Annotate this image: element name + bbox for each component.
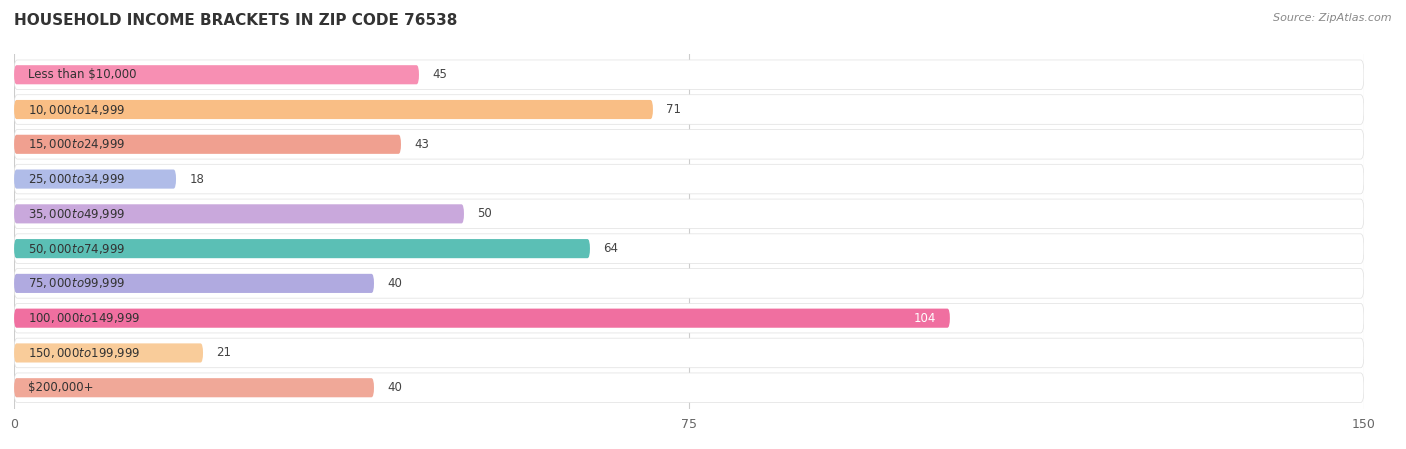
Text: 50: 50 xyxy=(478,207,492,220)
Text: Source: ZipAtlas.com: Source: ZipAtlas.com xyxy=(1274,13,1392,23)
FancyBboxPatch shape xyxy=(14,170,176,189)
FancyBboxPatch shape xyxy=(14,95,1364,124)
FancyBboxPatch shape xyxy=(14,65,419,84)
FancyBboxPatch shape xyxy=(14,239,591,258)
Text: 45: 45 xyxy=(433,68,447,81)
Text: $25,000 to $34,999: $25,000 to $34,999 xyxy=(28,172,125,186)
Text: $75,000 to $99,999: $75,000 to $99,999 xyxy=(28,277,125,291)
Text: $10,000 to $14,999: $10,000 to $14,999 xyxy=(28,102,125,117)
FancyBboxPatch shape xyxy=(14,304,1364,333)
Text: 21: 21 xyxy=(217,347,232,360)
Text: $100,000 to $149,999: $100,000 to $149,999 xyxy=(28,311,141,325)
Text: 40: 40 xyxy=(388,277,402,290)
Text: $50,000 to $74,999: $50,000 to $74,999 xyxy=(28,242,125,255)
FancyBboxPatch shape xyxy=(14,129,1364,159)
FancyBboxPatch shape xyxy=(14,308,950,328)
FancyBboxPatch shape xyxy=(14,100,652,119)
FancyBboxPatch shape xyxy=(14,60,1364,89)
Text: Less than $10,000: Less than $10,000 xyxy=(28,68,136,81)
FancyBboxPatch shape xyxy=(14,378,374,397)
Text: $150,000 to $199,999: $150,000 to $199,999 xyxy=(28,346,141,360)
FancyBboxPatch shape xyxy=(14,269,1364,298)
FancyBboxPatch shape xyxy=(14,274,374,293)
Text: 64: 64 xyxy=(603,242,619,255)
FancyBboxPatch shape xyxy=(14,338,1364,368)
FancyBboxPatch shape xyxy=(14,204,464,224)
FancyBboxPatch shape xyxy=(14,135,401,154)
Text: $15,000 to $24,999: $15,000 to $24,999 xyxy=(28,137,125,151)
Text: 43: 43 xyxy=(415,138,429,151)
Text: 40: 40 xyxy=(388,381,402,394)
Text: 18: 18 xyxy=(190,172,204,185)
FancyBboxPatch shape xyxy=(14,199,1364,229)
Text: 71: 71 xyxy=(666,103,682,116)
Text: $35,000 to $49,999: $35,000 to $49,999 xyxy=(28,207,125,221)
Text: $200,000+: $200,000+ xyxy=(28,381,93,394)
FancyBboxPatch shape xyxy=(14,343,202,362)
Text: HOUSEHOLD INCOME BRACKETS IN ZIP CODE 76538: HOUSEHOLD INCOME BRACKETS IN ZIP CODE 76… xyxy=(14,13,457,28)
Text: 104: 104 xyxy=(914,312,936,325)
FancyBboxPatch shape xyxy=(14,234,1364,264)
FancyBboxPatch shape xyxy=(14,164,1364,194)
FancyBboxPatch shape xyxy=(14,373,1364,402)
